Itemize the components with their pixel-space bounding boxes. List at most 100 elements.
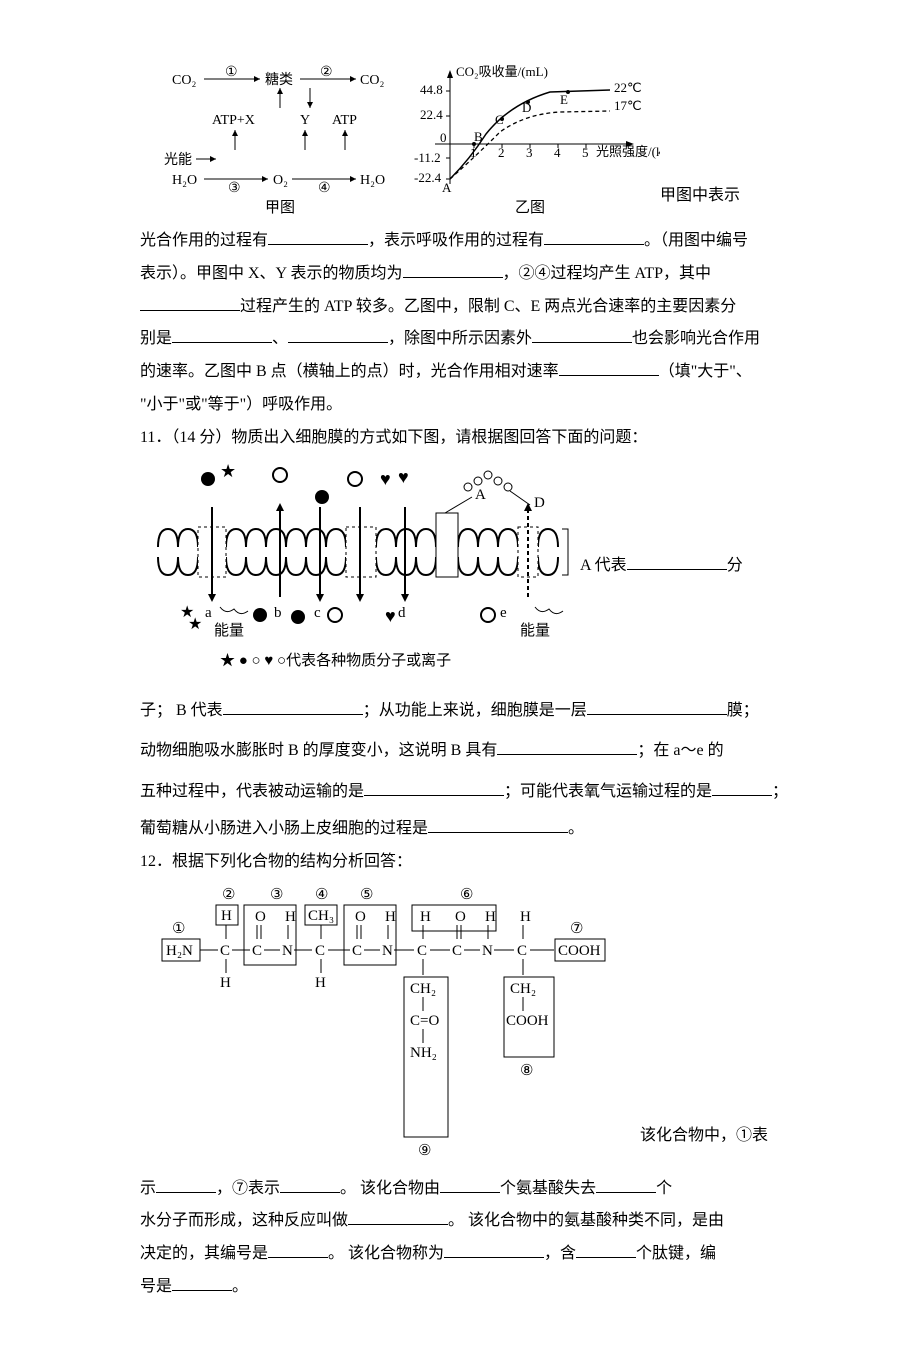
blank (268, 1241, 328, 1258)
blank (627, 553, 727, 570)
t: 、 (272, 330, 288, 347)
t: 。 该化合物称为 (328, 1245, 444, 1262)
t: 也会影响光合作用 (632, 330, 760, 347)
svg-text:5: 5 (582, 145, 589, 160)
svg-text:A: A (475, 487, 486, 503)
svg-text:CH₂: CH₂ (410, 981, 436, 997)
blank (428, 816, 568, 833)
t: 水分子而形成，这种反应叫做 (140, 1212, 348, 1229)
circ4: ④ (318, 181, 331, 196)
blank (532, 326, 632, 343)
blank (280, 1176, 340, 1193)
svg-text:c: c (314, 605, 321, 621)
svg-text:H: H (315, 975, 326, 991)
svg-text:N: N (382, 943, 393, 959)
ytn112: -11.2 (414, 150, 441, 165)
svg-text:C: C (452, 943, 462, 959)
q10-lead: 甲图中表示 (660, 182, 740, 219)
fig-yi: CO₂吸收量/(mL) 44.8 22.4 0 -11.2 -22.4 1234… (400, 64, 660, 219)
t: 。 (568, 820, 584, 837)
t: 。（用图中编号 (644, 232, 748, 249)
o2: O₂ (273, 173, 288, 188)
blank (497, 738, 637, 755)
b7: COOH (558, 943, 601, 959)
co2-right: CO₂ (360, 73, 384, 88)
t: （填"大于"、 (659, 363, 752, 380)
blank (596, 1176, 656, 1193)
q11-p3: 五种过程中，代表被动运输的是；可能代表氧气运输过程的是； (140, 778, 800, 807)
t: 个氨基酸失去 (500, 1180, 596, 1197)
t: ，⑦表示 (216, 1180, 280, 1197)
t17: 17℃ (614, 98, 642, 113)
h2o-l: H₂O (172, 173, 197, 188)
n3: ③ (270, 887, 283, 903)
q10-p5: 的速率。乙图中 B 点（横轴上的点）时，光合作用相对速率（填"大于"、 (140, 358, 800, 387)
light: 光能 (164, 152, 192, 168)
n2: ② (222, 887, 235, 903)
q12-p2: 水分子而形成，这种反应叫做。 该化合物中的氨基酸种类不同，是由 (140, 1207, 800, 1236)
t: 。 (232, 1278, 248, 1295)
t: 表示）。甲图中 X、Y 表示的物质均为 (140, 265, 403, 282)
blank (156, 1176, 216, 1193)
q10-p4: 别是 、 ，除图中所示因素外 也会影响光合作用 (140, 325, 800, 354)
yt0: 0 (440, 130, 447, 145)
t: ，除图中所示因素外 (388, 330, 532, 347)
svg-text:O: O (355, 909, 366, 925)
blank (544, 228, 644, 245)
b2: H (221, 908, 232, 924)
blank (403, 261, 503, 278)
cap-jia: 甲图 (265, 199, 295, 216)
blank (268, 228, 368, 245)
svg-text:3: 3 (526, 145, 533, 160)
blank (587, 698, 727, 715)
cap-yi: 乙图 (515, 199, 545, 216)
blank (364, 779, 504, 796)
t: ，②④过程均产生 ATP，其中 (503, 265, 711, 282)
svg-text:O: O (255, 909, 266, 925)
blank (172, 1274, 232, 1291)
xlabel: 光照强度/(klx) (596, 144, 660, 159)
n9: ⑨ (418, 1143, 431, 1159)
svg-text:b: b (274, 605, 282, 621)
svg-text:d: d (398, 605, 406, 621)
svg-text:N: N (282, 943, 293, 959)
n5: ⑤ (360, 887, 373, 903)
svg-text:NH₂: NH₂ (410, 1045, 437, 1061)
svg-text:C: C (220, 943, 230, 959)
t: 示 (140, 1180, 156, 1197)
t: 个 (656, 1180, 672, 1197)
sugar: 糖类 (265, 72, 293, 88)
svg-text:C: C (252, 943, 262, 959)
blank (223, 698, 363, 715)
t: ；在 a～e 的 (637, 742, 723, 759)
svg-text:C: C (417, 943, 427, 959)
t: ；从功能上来说，细胞膜是一层 (363, 702, 587, 719)
svg-text:E: E (560, 92, 568, 107)
t: 别是 (140, 330, 172, 347)
q12-p3: 决定的，其编号是。 该化合物称为，含个肽键，编 (140, 1240, 800, 1269)
t: ；可能代表氧气运输过程的是 (504, 783, 712, 800)
q12-p4: 号是。 (140, 1273, 800, 1302)
ylabel: CO₂吸收量/(mL) (456, 64, 548, 79)
svg-text:★: ★ (188, 616, 202, 633)
n6: ⑥ (460, 887, 473, 903)
n4: ④ (315, 887, 328, 903)
b1: H₂N (166, 943, 193, 959)
atpx: ATP+X (212, 113, 255, 128)
co2-left: CO₂ (172, 73, 196, 88)
circ3: ③ (228, 181, 241, 196)
n1: ① (172, 921, 185, 937)
blank (712, 779, 772, 796)
yt224: 22.4 (420, 107, 443, 122)
q10-p3: 过程产生的 ATP 较多。乙图中，限制 C、E 两点光合速率的主要因素分 (140, 293, 800, 322)
q10-p6: "小于"或"等于"）呼吸作用。 (140, 391, 800, 420)
blank (444, 1241, 544, 1258)
svg-text:H: H (285, 909, 296, 925)
svg-text:B: B (474, 129, 483, 144)
circ2: ② (320, 65, 333, 80)
q11-p4: 葡萄糖从小肠进入小肠上皮细胞的过程是。 (140, 815, 800, 844)
t: 决定的，其编号是 (140, 1245, 268, 1262)
svg-text:H: H (520, 909, 531, 925)
svg-text:C: C (517, 943, 527, 959)
svg-text:H: H (220, 975, 231, 991)
